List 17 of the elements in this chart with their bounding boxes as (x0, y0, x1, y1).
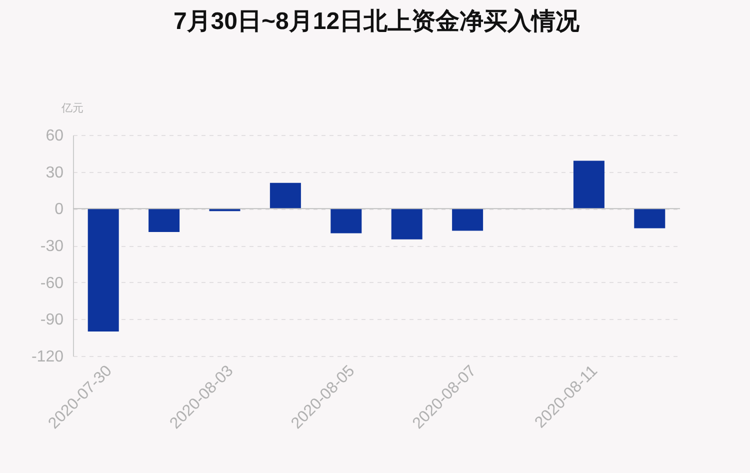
y-tick-label: -120 (31, 348, 64, 366)
bar (391, 208, 422, 240)
y-tick-label: -90 (40, 312, 64, 329)
y-tick-label: 0 (54, 201, 64, 218)
bar (270, 182, 301, 209)
bar (148, 208, 180, 232)
y-tick-label: 60 (46, 128, 64, 144)
bar (634, 208, 666, 228)
bar (88, 208, 119, 332)
bar (573, 160, 604, 209)
y-tick-label: -60 (40, 274, 64, 292)
y-tick-label: 30 (46, 164, 64, 182)
bar (452, 208, 484, 231)
y-axis-title: 亿元 (60, 102, 84, 114)
bar (330, 208, 362, 234)
chart-title: 7月30日~8月12日北上资金净买入情况 (173, 8, 581, 35)
y-tick-label: -30 (40, 238, 64, 255)
